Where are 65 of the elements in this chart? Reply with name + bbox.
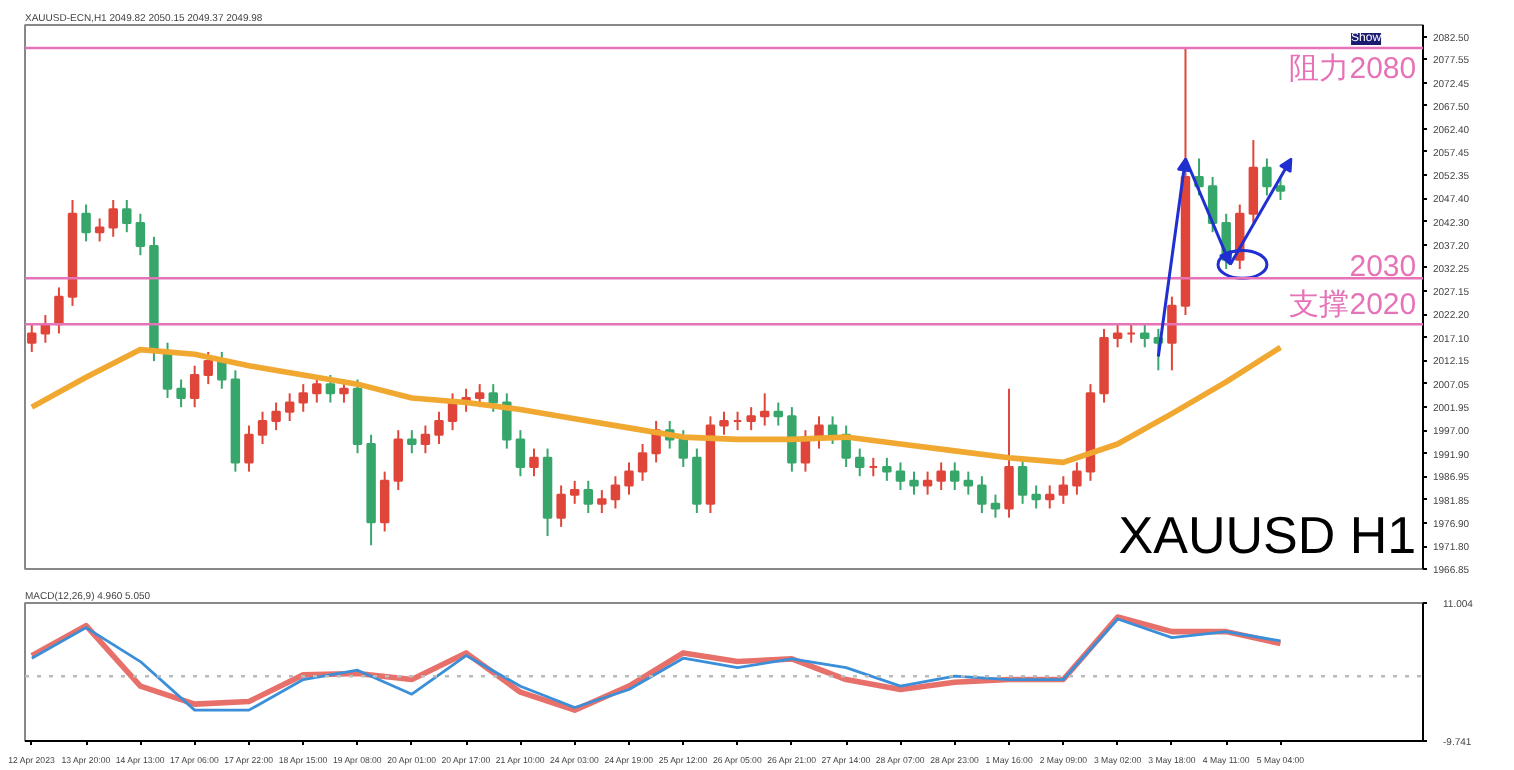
candlestick [895,461,906,492]
candlestick [176,378,186,409]
candlestick [488,383,498,413]
candlestick [407,429,417,455]
candlestick [325,373,336,404]
candlestick [950,461,960,492]
candlestick [284,392,295,422]
candlestick [257,410,268,445]
candlestick [393,429,403,492]
candlestick [1004,387,1014,519]
candlestick [108,198,118,238]
candlestick [515,429,526,478]
candlestick [1112,323,1123,349]
candlestick [1140,323,1150,349]
candlestick [624,461,634,496]
candlestick [529,447,539,478]
candlestick [977,475,987,515]
candlestick [203,350,213,386]
candlestick [1248,139,1259,224]
candlestick [298,383,308,413]
candlestick [719,410,729,436]
candlestick [27,323,37,353]
candlestick [94,217,105,243]
candlestick [434,410,444,445]
candlestick [610,475,621,510]
candlestick [569,479,580,505]
candlestick [936,461,946,492]
candlestick [637,442,648,482]
candlestick [217,350,227,390]
candlestick [583,479,593,515]
candlestick [271,401,281,432]
candlestick [1058,475,1069,505]
candlestick [746,406,756,432]
candlestick [135,212,146,257]
candlestick [189,364,200,409]
candlestick [882,456,892,482]
candlestick [759,392,770,427]
candlestick [244,424,254,473]
candlestick [122,198,132,234]
candlestick [1262,157,1272,197]
candlestick [922,470,933,496]
candlestick [1031,484,1041,510]
candlestick [1017,456,1028,505]
candlestick [855,447,865,478]
ref-line-label: 支撑2020 [1289,288,1417,323]
candlestick [420,424,431,455]
candlestick [81,203,91,243]
candlestick [692,447,702,515]
candlestick [990,493,1001,519]
ref-line-label: 2030 [1349,250,1417,285]
candlestick [678,429,689,469]
candlestick [963,470,974,496]
candlestick [1072,461,1082,496]
candlestick [909,470,919,496]
candlestick [379,470,390,533]
candlestick [773,401,784,427]
annotation: XAUUSD H1 [1118,505,1417,565]
ref-line-label: 阻力2080 [1289,52,1417,87]
candlestick [1045,484,1055,510]
candlestick [1167,295,1177,372]
line-series [28,344,1284,466]
candlestick [787,406,797,473]
candlestick [54,286,64,335]
candlestick [556,484,566,528]
candlestick [597,489,607,515]
